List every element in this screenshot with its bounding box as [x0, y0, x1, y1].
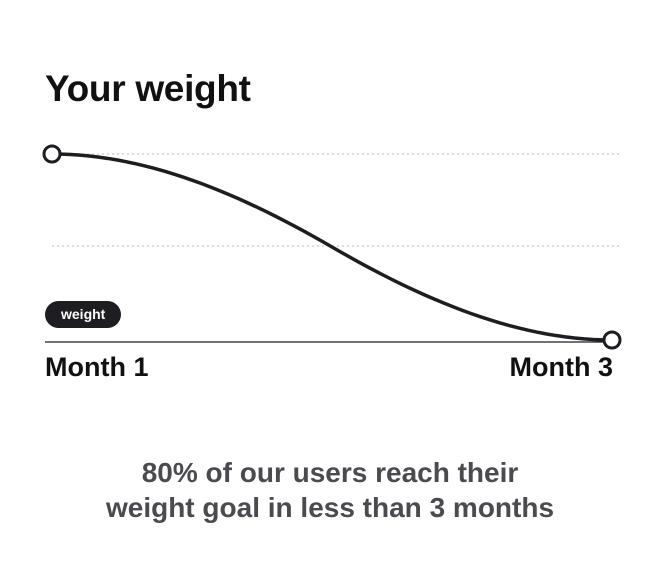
data-point-start [44, 146, 60, 162]
caption-text: 80% of our users reach their weight goal… [0, 455, 660, 525]
caption-line-1: 80% of our users reach their [0, 455, 660, 490]
weight-chart [0, 0, 660, 400]
data-point-end [604, 332, 620, 348]
weight-line [52, 154, 612, 340]
x-tick-label-start: Month 1 [45, 352, 148, 383]
x-tick-label-end: Month 3 [510, 352, 613, 383]
caption-line-2: weight goal in less than 3 months [0, 490, 660, 525]
series-legend-badge: weight [45, 301, 121, 328]
